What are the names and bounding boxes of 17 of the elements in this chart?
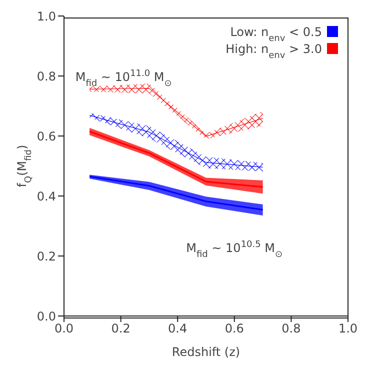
y-tick-label: 0.6 bbox=[36, 129, 56, 144]
legend-label: High: n$_{env}$ > 3.0 bbox=[226, 42, 322, 61]
x-tick-label: 0.2 bbox=[111, 322, 130, 336]
x-tick-label: 0.6 bbox=[224, 322, 244, 336]
x-axis-title: Redshift (z) bbox=[172, 345, 240, 359]
y-tick-label: 0.0 bbox=[36, 309, 56, 324]
legend-label: Low: n$_{env}$ < 0.5 bbox=[230, 25, 322, 44]
x-tick-label: 0.0 bbox=[54, 322, 74, 336]
x-tick-label: 1.0 bbox=[338, 322, 358, 336]
annotation: M$_{fid}$ ~ 10$^{11.0}$ M$_{⊙}$ bbox=[75, 69, 172, 89]
y-tick-label: 1.0 bbox=[36, 9, 56, 24]
y-tick-label: 0.2 bbox=[36, 249, 56, 264]
annotation: M$_{fid}$ ~ 10$^{10.5}$ M$_{⊙}$ bbox=[186, 240, 283, 260]
y-tick-label: 0.8 bbox=[36, 69, 56, 84]
x-tick-label: 0.4 bbox=[168, 322, 188, 336]
x-tick-label: 0.8 bbox=[282, 322, 301, 336]
y-tick-label: 0.4 bbox=[36, 189, 56, 204]
